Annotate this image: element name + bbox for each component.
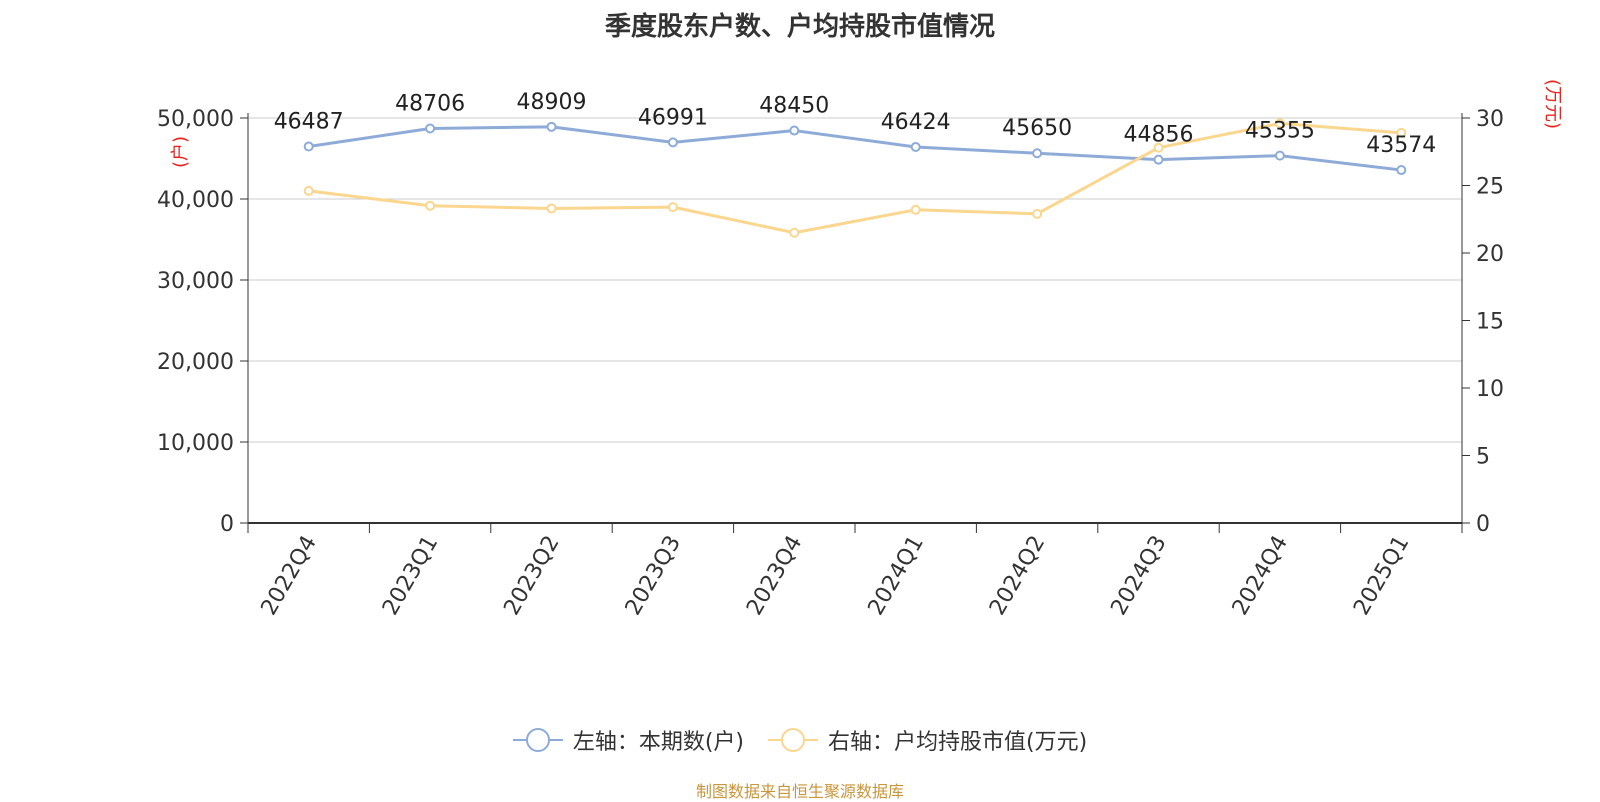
source-note: 制图数据来自恒生聚源数据库 xyxy=(695,782,904,801)
data-point-right xyxy=(1032,208,1043,219)
x-tick-label: 2023Q2 xyxy=(499,532,564,620)
series-line-right xyxy=(308,121,1402,235)
chart-title: 季度股东户数、户均持股市值情况 xyxy=(604,12,995,42)
data-point-right xyxy=(303,185,314,196)
x-tick-label: 2023Q3 xyxy=(621,532,686,620)
data-label: 48450 xyxy=(759,94,829,119)
data-point-left xyxy=(789,125,800,136)
x-tick-label: 2024Q4 xyxy=(1228,532,1293,620)
y-right-tick-label: 20 xyxy=(1476,242,1504,267)
legend-label-right: 右轴：户均持股市值(万元) xyxy=(828,730,1088,755)
data-point-right xyxy=(789,227,800,238)
x-tick-label: 2023Q4 xyxy=(742,532,807,620)
data-point-left xyxy=(303,141,314,152)
data-point-right xyxy=(667,202,678,213)
y-left-tick-label: 10,000 xyxy=(157,431,234,456)
legend-label-left: 左轴：本期数(户) xyxy=(572,730,744,755)
legend-swatch-right xyxy=(768,728,818,752)
series-line-left xyxy=(308,125,1402,172)
data-label: 43574 xyxy=(1366,133,1436,158)
y-right-tick-label: 0 xyxy=(1476,512,1490,537)
x-tick-label: 2023Q1 xyxy=(378,532,443,620)
data-point-right xyxy=(910,204,921,215)
x-tick-label: 2024Q1 xyxy=(864,532,929,620)
data-point-right xyxy=(1274,118,1285,129)
data-label: 45355 xyxy=(1245,119,1315,144)
data-point-left xyxy=(425,123,436,134)
data-point-left xyxy=(546,121,557,132)
data-label: 48706 xyxy=(395,91,465,116)
data-point-right xyxy=(425,200,436,211)
y-right-tick-label: 15 xyxy=(1476,310,1504,335)
data-label: 48909 xyxy=(517,90,587,115)
y-left-unit-label: (户) xyxy=(170,136,191,168)
data-point-right xyxy=(1396,127,1407,138)
y-left-tick-label: 30,000 xyxy=(157,269,234,294)
data-label: 46991 xyxy=(638,105,708,130)
data-point-right xyxy=(1153,142,1164,153)
legend-item-right[interactable]: 右轴：户均持股市值(万元) xyxy=(768,724,1087,756)
y-right-unit-label: (万元) xyxy=(1542,79,1563,129)
legend-item-left[interactable]: 左轴：本期数(户) xyxy=(512,724,744,756)
y-left-tick-label: 50,000 xyxy=(157,107,234,132)
y-right-tick-label: 10 xyxy=(1476,377,1504,402)
data-label: 46424 xyxy=(881,110,951,135)
data-label: 45650 xyxy=(1002,116,1072,141)
y-right-tick-label: 5 xyxy=(1476,445,1490,470)
x-tick-label: 2024Q3 xyxy=(1106,532,1171,620)
legend-swatch-left xyxy=(512,728,563,752)
x-tick-label: 2024Q2 xyxy=(985,532,1050,620)
data-point-left xyxy=(910,141,921,152)
y-right-tick-label: 25 xyxy=(1476,175,1504,200)
data-point-left xyxy=(1153,154,1164,165)
data-label: 46487 xyxy=(274,109,344,134)
legend: 左轴：本期数(户) 右轴：户均持股市值(万元) xyxy=(0,724,1600,756)
data-point-left xyxy=(1032,148,1043,159)
x-tick-label: 2022Q4 xyxy=(257,532,322,620)
x-tick-label: 2025Q1 xyxy=(1349,532,1414,620)
data-label: 44856 xyxy=(1124,123,1194,148)
data-point-left xyxy=(1396,165,1407,176)
y-left-tick-label: 0 xyxy=(220,512,234,537)
y-right-tick-label: 30 xyxy=(1476,107,1504,132)
data-point-left xyxy=(667,137,678,148)
data-point-right xyxy=(546,203,557,214)
y-left-tick-label: 20,000 xyxy=(157,350,234,375)
data-point-left xyxy=(1274,150,1285,161)
y-left-tick-label: 40,000 xyxy=(157,188,234,213)
